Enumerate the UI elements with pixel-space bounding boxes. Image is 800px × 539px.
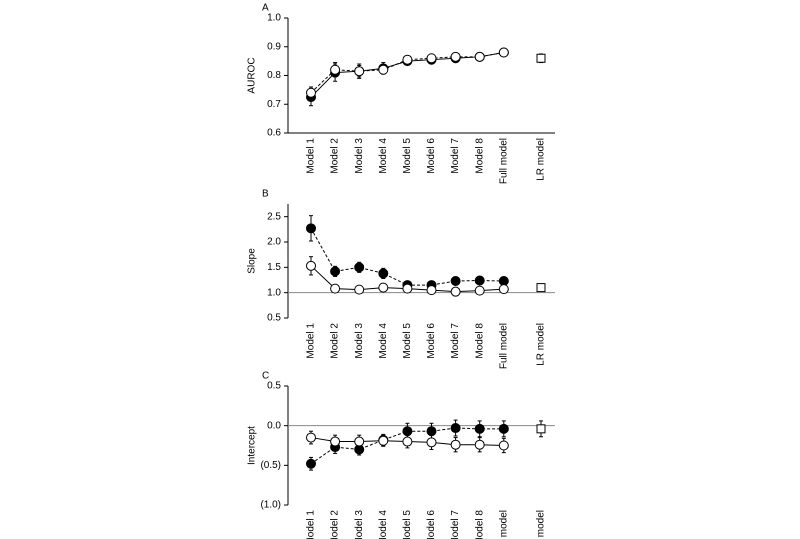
x-tick-label: LR model: [536, 138, 547, 181]
y-tick-label: (0.5): [260, 460, 281, 471]
marker: [474, 285, 485, 296]
marker: [474, 439, 485, 450]
x-tick-label: Model 1: [306, 323, 317, 359]
marker: [354, 262, 365, 273]
x-tick-label: Model 1: [306, 138, 317, 174]
x-tick-label: Model 7: [450, 323, 461, 359]
x-tick-label: Model 6: [426, 323, 437, 359]
y-tick-label: 1.0: [267, 13, 281, 24]
y-tick-label: 0.8: [267, 70, 281, 81]
x-tick-label: Model 5: [402, 510, 413, 539]
marker: [402, 283, 413, 294]
marker: [450, 51, 461, 62]
marker: [474, 423, 485, 434]
marker: [498, 47, 509, 58]
x-tick-label: Model 3: [354, 510, 365, 539]
marker: [536, 424, 546, 434]
marker: [330, 266, 341, 277]
y-tick-label: 1.0: [267, 287, 281, 298]
y-tick-label: (1.0): [260, 500, 281, 511]
marker: [306, 87, 316, 98]
marker: [474, 51, 485, 62]
marker: [426, 53, 437, 64]
marker: [378, 435, 389, 446]
y-tick-label: 0.0: [267, 420, 281, 431]
marker: [354, 436, 365, 447]
marker: [354, 66, 365, 77]
y-tick-label: 0.5: [267, 313, 281, 324]
x-tick-label: Model 2: [330, 138, 341, 174]
x-tick-label: Model 5: [402, 323, 413, 359]
y-axis-title: AUROC: [247, 57, 258, 93]
marker: [306, 432, 316, 443]
marker: [402, 54, 413, 65]
x-tick-label: Model 6: [426, 510, 437, 539]
x-tick-label: Model 4: [378, 138, 389, 174]
x-tick-label: Model 4: [378, 510, 389, 539]
x-tick-label: Model 2: [330, 510, 341, 539]
marker: [450, 423, 461, 434]
marker: [330, 283, 341, 294]
marker: [354, 284, 365, 295]
x-tick-label: Model 7: [450, 138, 461, 174]
x-tick-label: Model 5: [402, 138, 413, 174]
marker: [536, 283, 546, 293]
y-axis-title: Intercept: [247, 426, 258, 465]
x-tick-label: Model 8: [474, 510, 485, 539]
y-tick-label: 0.9: [267, 41, 281, 52]
y-tick-label: 2.0: [267, 237, 281, 248]
x-tick-label: Model 8: [474, 323, 485, 359]
marker: [498, 284, 509, 295]
marker: [306, 260, 316, 271]
x-tick-label: Model 1: [306, 510, 317, 539]
marker: [450, 276, 461, 287]
marker: [306, 458, 316, 469]
y-tick-label: 0.7: [267, 99, 281, 110]
marker: [426, 285, 437, 296]
y-axis-title: Slope: [247, 248, 258, 274]
marker: [402, 426, 413, 437]
marker: [474, 275, 485, 286]
marker: [536, 53, 546, 63]
y-tick-label: 0.6: [267, 128, 281, 139]
x-tick-label: Full model: [498, 138, 509, 184]
panel-label: C: [262, 371, 269, 382]
marker: [498, 423, 509, 434]
marker: [402, 436, 413, 447]
marker: [426, 437, 437, 448]
marker: [306, 223, 316, 234]
x-tick-label: Model 6: [426, 138, 437, 174]
marker: [378, 268, 389, 279]
marker: [330, 436, 341, 447]
y-tick-label: 2.5: [267, 211, 281, 222]
marker: [426, 426, 437, 437]
x-tick-label: Model 3: [354, 138, 365, 174]
panel-label: A: [262, 3, 269, 14]
x-tick-label: Model 2: [330, 323, 341, 359]
y-tick-label: 0.5: [267, 381, 281, 392]
x-tick-label: Model 3: [354, 323, 365, 359]
x-tick-label: Model 7: [450, 510, 461, 539]
marker: [330, 64, 341, 75]
panel-label: B: [262, 189, 269, 200]
y-tick-label: 1.5: [267, 262, 281, 273]
marker: [498, 440, 509, 451]
series-line: [310, 228, 504, 286]
marker: [450, 286, 461, 297]
x-tick-label: LR model: [536, 510, 547, 539]
x-tick-label: Full model: [498, 510, 509, 539]
x-tick-label: Full model: [498, 323, 509, 369]
x-tick-label: Model 4: [378, 323, 389, 359]
marker: [450, 439, 461, 450]
marker: [378, 282, 389, 293]
x-tick-label: Model 8: [474, 138, 485, 174]
marker: [378, 64, 389, 75]
x-tick-label: LR model: [536, 323, 547, 366]
